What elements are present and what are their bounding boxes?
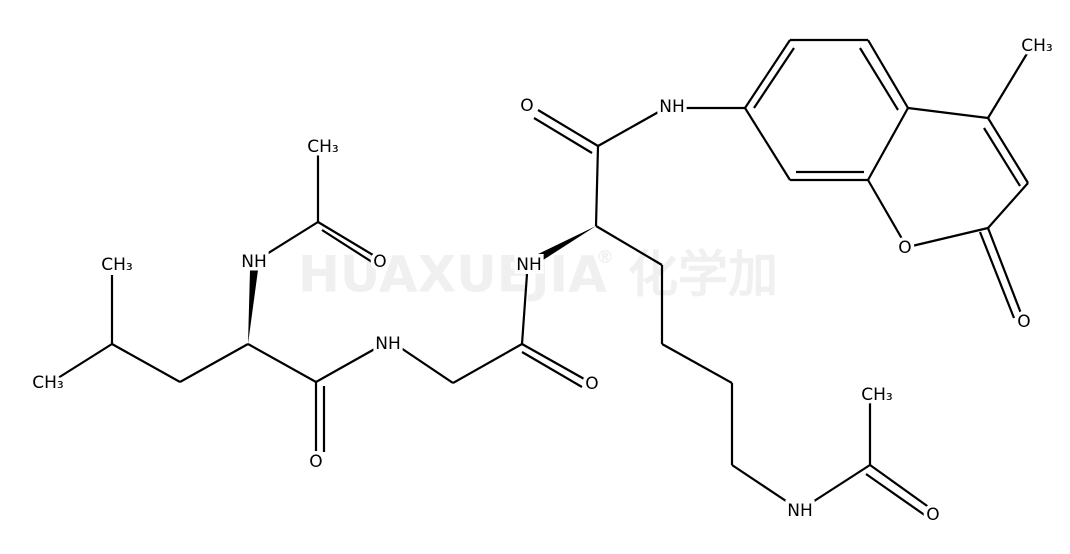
atom-label: NH: [516, 255, 542, 275]
atom-label: CH₃: [861, 385, 892, 405]
watermark: HUAXUEJIA ® 化学加: [298, 246, 778, 304]
atom-label: O: [898, 238, 911, 258]
bonds: [57, 38, 1029, 517]
atom-label: CH₃: [1021, 36, 1052, 56]
atom-label: O: [1017, 312, 1030, 332]
atom-labels: CH₃ NH O CH₃ CH₃ NH O O NH O NH CH₃ O O …: [29, 33, 1056, 529]
watermark-chinese: 化学加: [628, 246, 778, 304]
atom-label: O: [926, 505, 939, 525]
atom-label: NH: [659, 97, 685, 117]
atom-label: NH: [375, 334, 401, 354]
atom-label: O: [520, 96, 533, 116]
atom-label: CH₃: [307, 137, 338, 157]
atom-label: O: [585, 374, 598, 394]
atom-label: CH₃: [32, 373, 63, 393]
watermark-brand: HUAXUEJIA: [298, 246, 607, 304]
watermark-mark: ®: [596, 247, 614, 268]
atom-label: O: [373, 252, 386, 272]
atom-label: CH₃: [101, 255, 132, 275]
atom-label: O: [309, 452, 322, 472]
atom-label: NH: [787, 501, 813, 521]
atom-label: NH: [241, 252, 267, 272]
